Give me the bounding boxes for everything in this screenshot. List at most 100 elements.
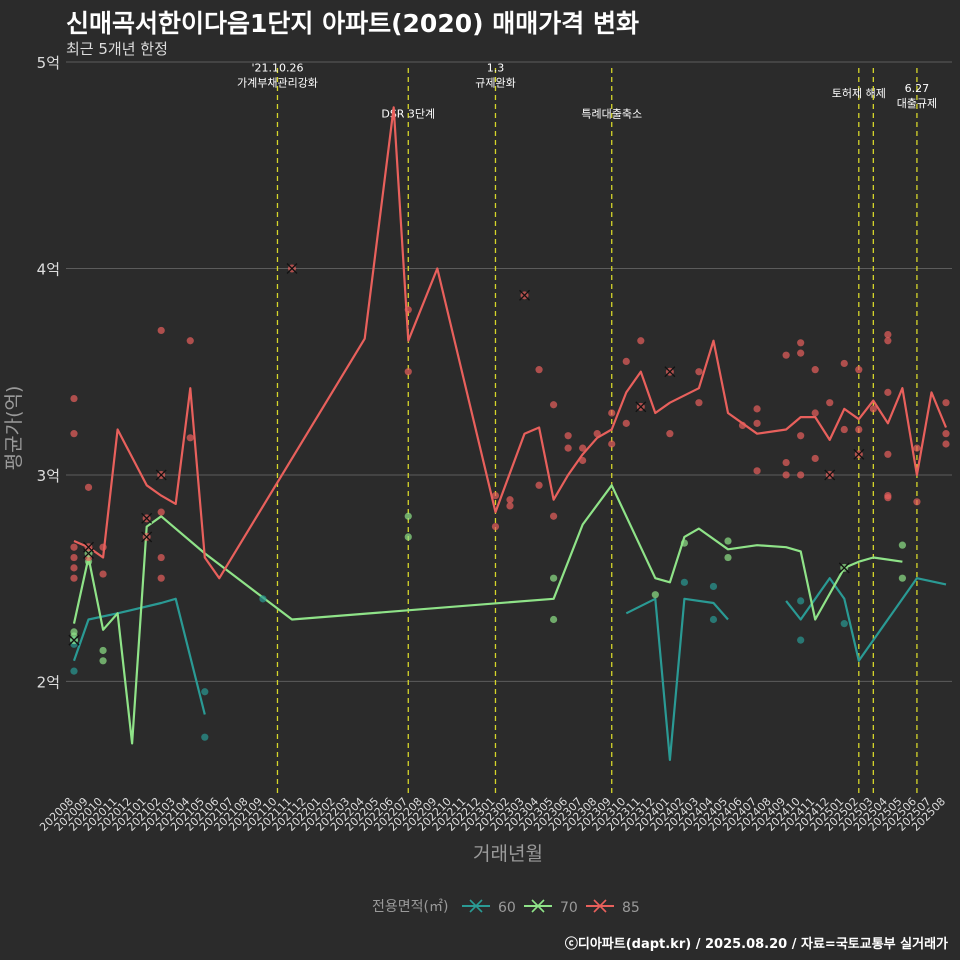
data-point-85 [593, 430, 601, 438]
data-point-85 [608, 440, 616, 448]
x-marker-70 [68, 634, 80, 646]
data-point-85 [826, 399, 834, 407]
data-point-85 [637, 337, 645, 345]
event-label: '21.10.26 [251, 61, 303, 74]
data-point-85 [913, 444, 921, 452]
x-marker-85 [155, 469, 167, 481]
data-point-70 [99, 657, 107, 665]
data-point-60 [201, 688, 209, 696]
legend-item-70: 70 [524, 899, 578, 916]
x-marker-85 [141, 531, 153, 543]
data-point-70 [404, 533, 412, 541]
data-point-85 [840, 359, 848, 368]
data-point-85 [942, 440, 950, 448]
event-label: 규제완화 [475, 76, 515, 89]
event-label: DSR 3단계 [381, 107, 435, 120]
data-point-60 [201, 733, 209, 741]
data-point-70 [651, 591, 659, 599]
data-point-60 [680, 578, 689, 586]
event-label: 가계부채관리강화 [237, 76, 318, 89]
data-point-70 [99, 646, 107, 655]
data-point-60 [70, 667, 78, 675]
data-point-85 [753, 467, 761, 475]
data-point-60 [797, 597, 805, 605]
data-point-85 [506, 496, 514, 504]
y-tick-label: 2억 [37, 673, 60, 691]
series-line-60 [785, 577, 947, 662]
grid-layer [66, 61, 952, 682]
x-marker-85 [141, 512, 153, 524]
data-point-85 [404, 306, 412, 314]
data-point-85 [666, 430, 674, 438]
data-point-60 [840, 620, 848, 628]
data-point-85 [695, 399, 703, 407]
series-line-60 [72, 597, 206, 715]
event-label: 토허제 해제 [832, 86, 886, 100]
data-point-85 [753, 419, 761, 427]
data-point-85 [738, 421, 747, 430]
data-point-85 [695, 368, 703, 376]
legend-label: 85 [622, 900, 640, 916]
data-point-85 [855, 366, 863, 374]
data-point-85 [157, 553, 165, 562]
x-marker-85 [635, 401, 647, 413]
data-point-85 [186, 337, 194, 345]
data-point-85 [550, 512, 558, 520]
data-point-70 [404, 512, 412, 520]
y-tick-label: 3억 [37, 467, 60, 485]
x-marker-70 [838, 562, 850, 574]
data-point-85 [84, 483, 93, 491]
event-label: 대출규제 [897, 97, 937, 110]
data-point-85 [564, 432, 572, 440]
data-point-70 [724, 553, 732, 562]
data-point-60 [259, 595, 267, 603]
legend-item-60: 60 [462, 899, 516, 916]
data-point-85 [622, 357, 630, 365]
data-point-85 [404, 368, 412, 376]
data-point-70 [550, 574, 558, 582]
data-point-85 [884, 388, 892, 396]
data-point-85 [753, 405, 761, 413]
data-point-85 [797, 339, 805, 347]
data-point-70 [550, 615, 558, 624]
data-point-85 [491, 492, 500, 500]
data-point-85 [608, 409, 616, 417]
data-point-70 [898, 574, 907, 582]
data-point-85 [70, 394, 78, 403]
data-point-60 [797, 636, 805, 644]
data-point-85 [782, 471, 790, 479]
data-point-85 [157, 326, 165, 335]
x-marker-85 [83, 541, 94, 553]
data-point-85 [535, 481, 543, 489]
data-point-85 [869, 405, 877, 413]
source-caption: ⓒ디아파트(dapt.kr) / 2025.08.20 / 자료=국토교통부 실… [564, 937, 948, 952]
data-point-85 [797, 349, 805, 357]
chart-title: 신매곡서한이다음1단지 아파트(2020) 매매가격 변화 [66, 9, 639, 38]
data-point-85 [491, 522, 500, 531]
data-point-85 [70, 553, 78, 562]
legend-title: 전용면적(㎡) [372, 899, 448, 915]
y-axis-label: 평균가(억) [3, 386, 25, 471]
series-lines [72, 106, 948, 761]
data-point-85 [506, 502, 514, 510]
data-point-85 [884, 450, 892, 458]
data-point-85 [855, 425, 863, 434]
data-point-70 [898, 541, 907, 549]
data-point-85 [70, 543, 78, 551]
data-point-85 [811, 409, 819, 417]
event-label: 1.3 [487, 61, 505, 74]
data-point-85 [782, 351, 790, 359]
data-point-85 [913, 498, 921, 506]
data-point-85 [535, 366, 543, 374]
y-tick-label: 4억 [37, 260, 60, 278]
data-point-85 [157, 574, 165, 582]
data-point-85 [942, 399, 950, 407]
data-point-85 [70, 430, 78, 438]
legend-label: 60 [498, 900, 516, 916]
data-point-85 [942, 430, 950, 438]
data-point-85 [797, 471, 805, 479]
data-point-85 [579, 456, 587, 465]
chart-subtitle: 최근 5개년 한정 [66, 40, 168, 58]
legend: 전용면적(㎡) 60 70 85 [372, 899, 640, 916]
